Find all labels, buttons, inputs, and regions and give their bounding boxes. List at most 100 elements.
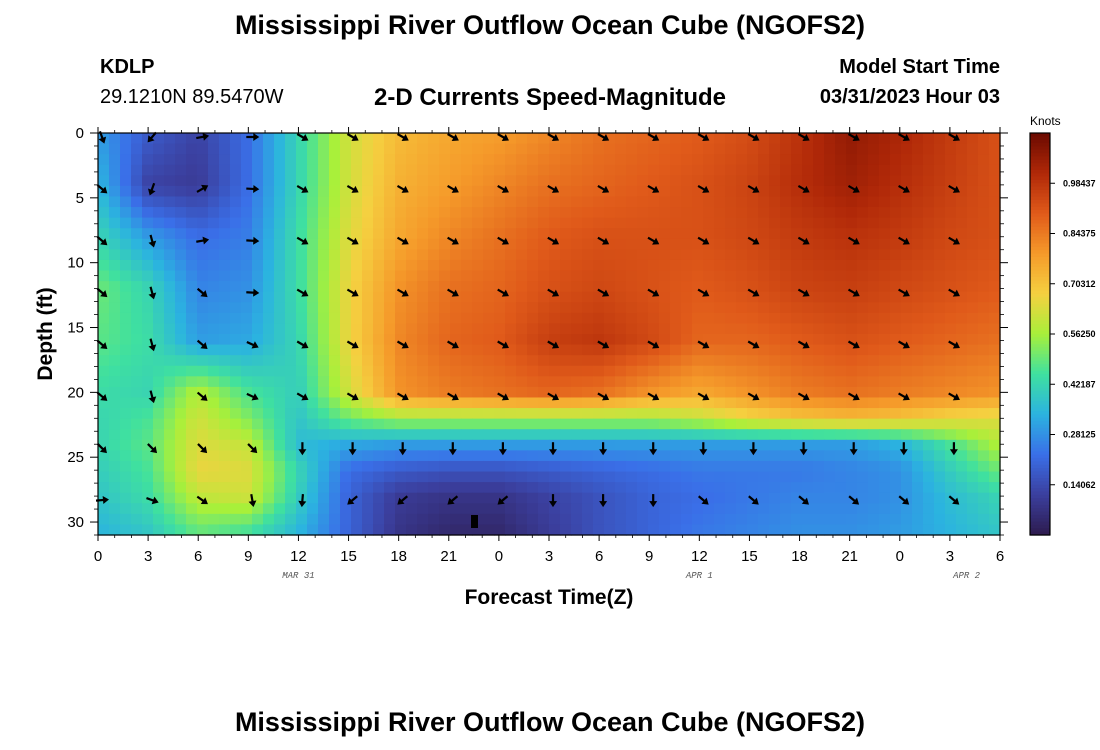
heatmap-cell [417,334,429,346]
heatmap-cell [945,386,957,399]
heatmap-cell [736,238,748,250]
heatmap-cell [197,386,209,399]
heatmap-cell [846,281,858,293]
heatmap-cell [692,291,704,303]
heatmap-cell [945,291,957,303]
heatmap-cell [384,503,396,515]
heatmap-cell [472,429,484,441]
heatmap-cell [604,249,616,261]
heatmap-cell [263,185,275,198]
heatmap-cell [604,397,616,409]
heatmap-cell [406,302,418,314]
heatmap-cell [406,291,418,303]
heatmap-cell [417,439,429,451]
heatmap-cell [879,334,891,346]
heatmap-cell [890,471,902,483]
heatmap-cell [395,334,407,346]
heatmap-cell [186,482,198,494]
heatmap-cell [978,460,990,473]
heatmap-cell [780,228,792,240]
heatmap-cell [670,291,682,303]
heatmap-cell [483,312,495,325]
heatmap-cell [197,207,209,219]
heatmap-cell [164,344,176,356]
heatmap-cell [560,133,572,145]
heatmap-cell [945,238,957,250]
heatmap-cell [703,492,715,504]
current-vector-arrow [296,288,309,297]
heatmap-cell [384,471,396,483]
heatmap-cell [153,259,165,272]
heatmap-cell [571,492,583,504]
current-vector-arrow [447,236,459,245]
heatmap-cell [659,376,671,388]
heatmap-cell [868,503,880,515]
heatmap-cell [153,429,165,441]
heatmap-cell [747,460,759,473]
heatmap-cell [120,270,132,282]
heatmap-cell [296,524,308,536]
heatmap-cell [857,355,869,367]
heatmap-cell [318,207,330,219]
heatmap-cell [395,217,407,229]
heatmap-cell [395,439,407,451]
heatmap-cell [219,323,231,335]
heatmap-cell [648,471,660,483]
heatmap-cell [945,249,957,261]
heatmap-cell [527,355,539,367]
heatmap-cell [472,344,484,356]
heatmap-cell [747,376,759,388]
heatmap-cell [681,460,693,473]
heatmap-cell [868,365,880,377]
date-label: APR 1 [685,571,713,581]
heatmap-cell [736,133,748,145]
heatmap-cell [373,429,385,441]
heatmap-cell [560,513,572,526]
heatmap-cell [901,291,913,303]
heatmap-cell [923,249,935,261]
heatmap-cell [131,408,143,420]
heatmap-cell [483,143,495,155]
heatmap-cell [648,355,660,367]
heatmap-cell [175,450,187,462]
heatmap-cell [626,344,638,356]
heatmap-cell [329,450,341,462]
heatmap-cell [186,386,198,399]
heatmap-cell [439,492,451,504]
heatmap-cell [384,164,396,176]
heatmap-cell [494,524,506,536]
heatmap-cell [824,492,836,504]
heatmap-cell [868,386,880,399]
heatmap-cell [527,386,539,399]
heatmap-cell [406,249,418,261]
heatmap-cell [373,471,385,483]
heatmap-cell [615,386,627,399]
heatmap-cell [362,281,374,293]
heatmap-cell [923,154,935,166]
heatmap-cell [714,217,726,229]
heatmap-cell [780,175,792,187]
heatmap-cell [857,228,869,240]
heatmap-cell [846,228,858,240]
heatmap-cell [384,524,396,536]
heatmap-cell [439,460,451,473]
heatmap-cell [186,397,198,409]
heatmap-cell [384,133,396,145]
heatmap-cell [219,228,231,240]
heatmap-cell [560,503,572,515]
heatmap-cell [197,228,209,240]
heatmap-cell [461,249,473,261]
heatmap-cell [780,439,792,451]
heatmap-cell [109,302,121,314]
heatmap-cell [164,228,176,240]
heatmap-cell [758,143,770,155]
heatmap-cell [395,143,407,155]
heatmap-cell [241,185,253,198]
current-vector-arrow [749,442,758,456]
heatmap-cell [450,270,462,282]
heatmap-cell [417,312,429,325]
heatmap-cell [461,323,473,335]
heatmap-cell [978,196,990,208]
heatmap-cell [956,503,968,515]
heatmap-cell [406,207,418,219]
